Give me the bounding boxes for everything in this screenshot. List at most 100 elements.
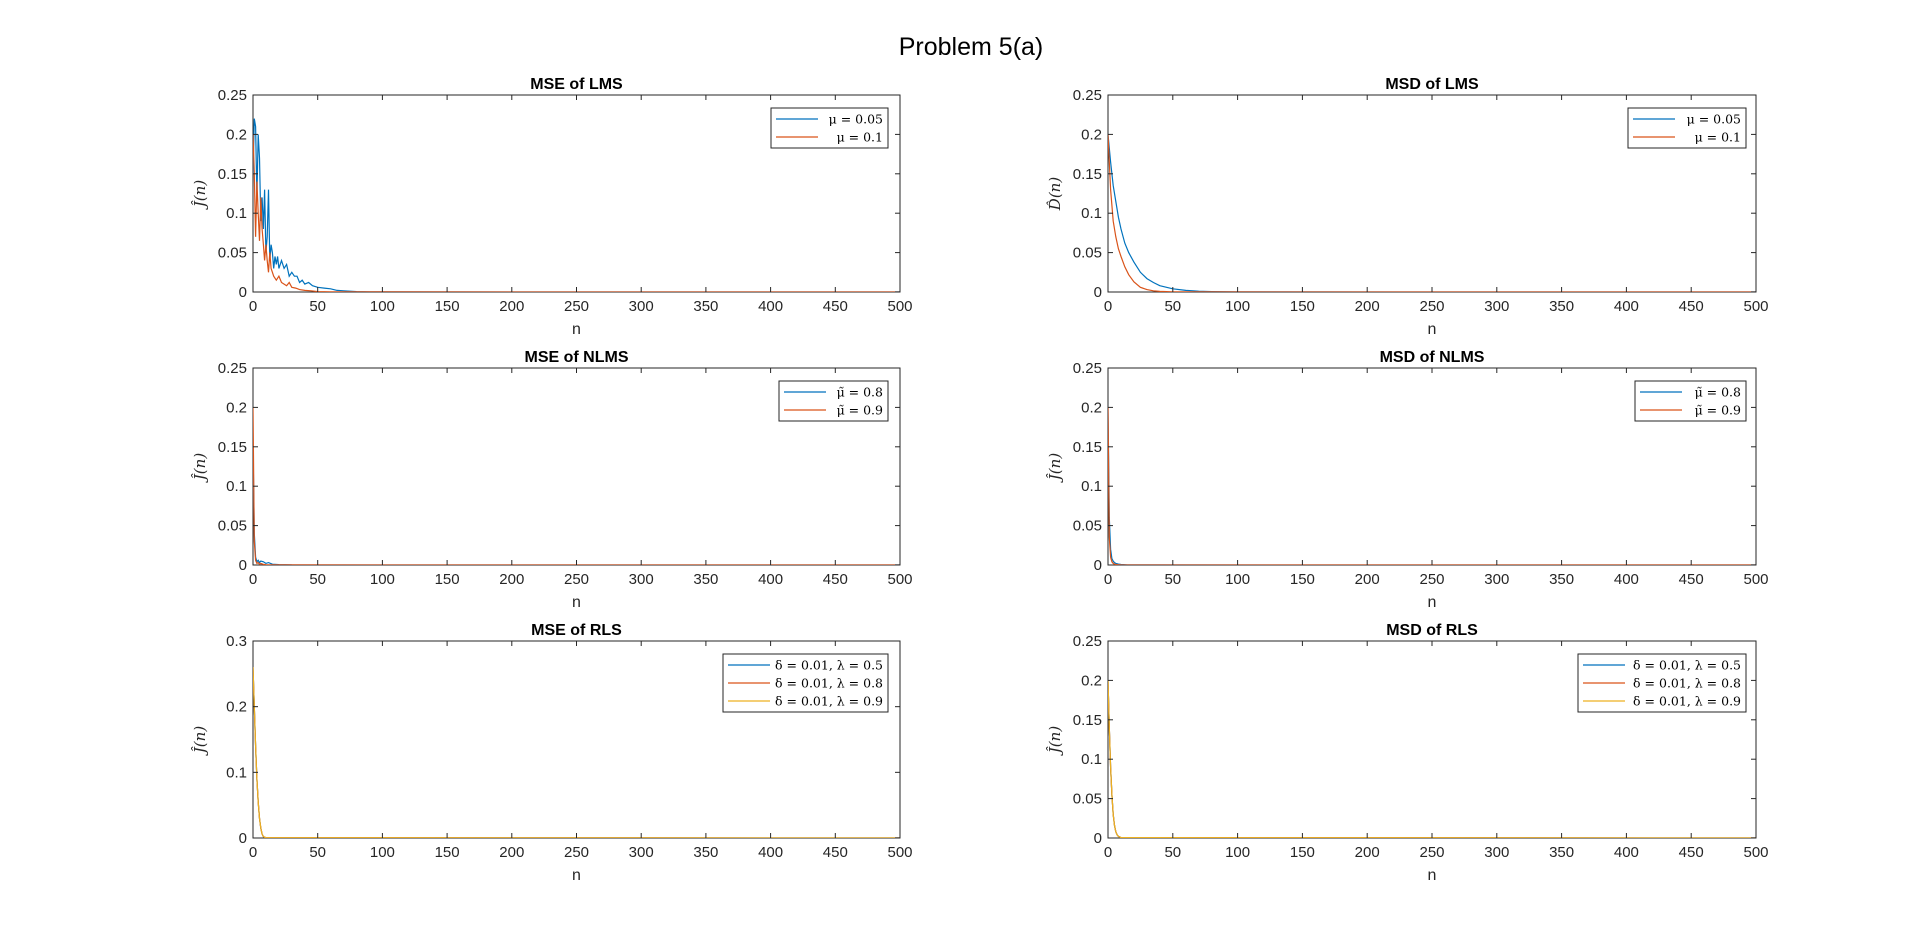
legend-entry: δ = 0.01, λ = 0.5 bbox=[1633, 658, 1741, 673]
x-tick-label: 400 bbox=[1614, 571, 1639, 588]
x-tick-label: 500 bbox=[887, 298, 912, 315]
x-tick-label: 100 bbox=[370, 298, 395, 315]
x-tick-label: 400 bbox=[758, 298, 783, 315]
legend: μ̃ = 0.8 μ̃ = 0.9 bbox=[1634, 380, 1747, 422]
x-tick-label: 500 bbox=[887, 571, 912, 588]
x-tick-label: 50 bbox=[309, 571, 326, 588]
y-tick-label: 0 bbox=[1094, 557, 1102, 574]
x-tick-label: 400 bbox=[1614, 298, 1639, 315]
y-tick-label: 0 bbox=[239, 557, 247, 574]
subplot-title: MSE of RLS bbox=[531, 622, 622, 639]
legend-entry: δ = 0.01, λ = 0.8 bbox=[775, 676, 883, 691]
y-tick-label: 0.25 bbox=[218, 360, 247, 377]
x-tick-label: 350 bbox=[1549, 571, 1574, 588]
legend-entry: δ = 0.01, λ = 0.8 bbox=[1633, 676, 1741, 691]
y-tick-label: 0.2 bbox=[1081, 399, 1102, 416]
x-tick-label: 150 bbox=[1290, 571, 1315, 588]
x-tick-label: 250 bbox=[1419, 844, 1444, 861]
series-group bbox=[253, 667, 900, 838]
x-tick-label: 50 bbox=[309, 844, 326, 861]
legend: μ̃ = 0.8 μ̃ = 0.9 bbox=[778, 380, 889, 422]
series-line-1 bbox=[1108, 134, 1756, 292]
x-tick-label: 250 bbox=[564, 844, 589, 861]
x-tick-label: 250 bbox=[564, 298, 589, 315]
x-tick-label: 500 bbox=[1743, 298, 1768, 315]
x-tick-label: 200 bbox=[499, 844, 524, 861]
subplot-title: MSE of NLMS bbox=[525, 349, 629, 366]
x-tick-label: 200 bbox=[1355, 571, 1380, 588]
x-tick-label: 300 bbox=[1484, 571, 1509, 588]
series-line-3 bbox=[253, 667, 900, 838]
x-tick-label: 100 bbox=[1225, 844, 1250, 861]
legend-box bbox=[778, 380, 889, 422]
y-tick-label: 0.1 bbox=[226, 764, 247, 781]
subplot-title: MSD of RLS bbox=[1386, 622, 1478, 639]
series-line-1 bbox=[253, 118, 900, 292]
x-tick-label: 0 bbox=[1104, 571, 1112, 588]
x-tick-label: 350 bbox=[693, 571, 718, 588]
x-tick-label: 200 bbox=[499, 298, 524, 315]
x-tick-label: 150 bbox=[435, 298, 460, 315]
x-tick-label: 100 bbox=[1225, 298, 1250, 315]
y-tick-label: 0.15 bbox=[1073, 166, 1102, 183]
x-tick-label: 50 bbox=[1164, 844, 1181, 861]
subplot-mse_lms: 0 50 100 150 200 250 300 350 400 450 500 0 0.05 0.1 0.… bbox=[191, 76, 913, 338]
y-tick-label: 0.25 bbox=[1073, 87, 1102, 104]
x-tick-label: 300 bbox=[629, 844, 654, 861]
y-tick-label: 0 bbox=[239, 284, 247, 301]
legend-entry: μ = 0.1 bbox=[1695, 130, 1741, 145]
y-tick-label: 0.2 bbox=[226, 126, 247, 143]
x-tick-label: 300 bbox=[629, 571, 654, 588]
y-tick-label: 0.1 bbox=[226, 205, 247, 222]
series-line-2 bbox=[1108, 407, 1756, 565]
legend-entry: δ = 0.01, λ = 0.9 bbox=[775, 694, 883, 709]
y-axis-label: D̂(n) bbox=[1046, 177, 1064, 212]
x-tick-label: 350 bbox=[693, 298, 718, 315]
y-tick-label: 0.15 bbox=[1073, 712, 1102, 729]
y-axis-label: Ĵ(n) bbox=[191, 726, 209, 757]
y-axis-label: Ĵ(n) bbox=[191, 453, 209, 484]
legend-entry: μ̃ = 0.9 bbox=[1695, 403, 1741, 418]
x-tick-label: 450 bbox=[1679, 844, 1704, 861]
legend-box bbox=[770, 107, 889, 149]
legend-entry: μ̃ = 0.8 bbox=[1695, 385, 1741, 400]
y-tick-label: 0.25 bbox=[1073, 360, 1102, 377]
x-tick-label: 400 bbox=[758, 571, 783, 588]
legend: μ = 0.05 μ = 0.1 bbox=[770, 107, 889, 149]
x-tick-label: 450 bbox=[1679, 571, 1704, 588]
y-tick-label: 0.05 bbox=[1073, 518, 1102, 535]
x-tick-label: 200 bbox=[1355, 298, 1380, 315]
y-tick-label: 0 bbox=[1094, 284, 1102, 301]
y-axis-label: Ĵ(n) bbox=[191, 180, 209, 211]
subplot-mse_rls: 0 50 100 150 200 250 300 350 400 450 500 0 0.1 0.2 0.3… bbox=[191, 622, 913, 884]
axes-layer: 0 50 100 150 200 250 300 350 400 450 50000.050.10.… bbox=[191, 76, 1769, 884]
y-tick-label: 0.3 bbox=[226, 633, 247, 650]
y-tick-label: 0.25 bbox=[218, 87, 247, 104]
x-tick-label: 350 bbox=[1549, 844, 1574, 861]
subplot-msd_rls: 0 50 100 150 200 250 300 350 400 450 500 0 0.05 0.1 0.… bbox=[1046, 622, 1769, 884]
y-tick-label: 0.2 bbox=[1081, 126, 1102, 143]
x-tick-label: 100 bbox=[370, 571, 395, 588]
subplot-mse_nlms: 0 50 100 150 200 250 300 350 400 450 500 0 0.05 0.1 0.… bbox=[191, 349, 913, 611]
legend-entry: μ̃ = 0.9 bbox=[837, 403, 883, 418]
legend-entry: μ = 0.05 bbox=[1687, 112, 1741, 127]
legend-entry: μ̃ = 0.8 bbox=[837, 385, 883, 400]
x-tick-label: 50 bbox=[1164, 298, 1181, 315]
x-axis-label: n bbox=[572, 594, 581, 611]
series-line-3 bbox=[1108, 680, 1756, 838]
x-tick-label: 200 bbox=[1355, 844, 1380, 861]
y-tick-label: 0.15 bbox=[218, 166, 247, 183]
x-tick-label: 500 bbox=[1743, 844, 1768, 861]
y-axis-label: Ĵ(n) bbox=[1046, 453, 1064, 484]
legend: μ = 0.05 μ = 0.1 bbox=[1627, 107, 1747, 149]
x-tick-label: 100 bbox=[370, 844, 395, 861]
y-tick-label: 0.1 bbox=[1081, 478, 1102, 495]
series-group bbox=[1108, 134, 1756, 292]
x-tick-label: 150 bbox=[435, 844, 460, 861]
series-line-2 bbox=[253, 407, 900, 565]
y-axis-label: Ĵ(n) bbox=[1046, 726, 1064, 757]
y-tick-label: 0.2 bbox=[226, 699, 247, 716]
x-tick-label: 300 bbox=[1484, 844, 1509, 861]
x-axis-label: n bbox=[572, 867, 581, 884]
